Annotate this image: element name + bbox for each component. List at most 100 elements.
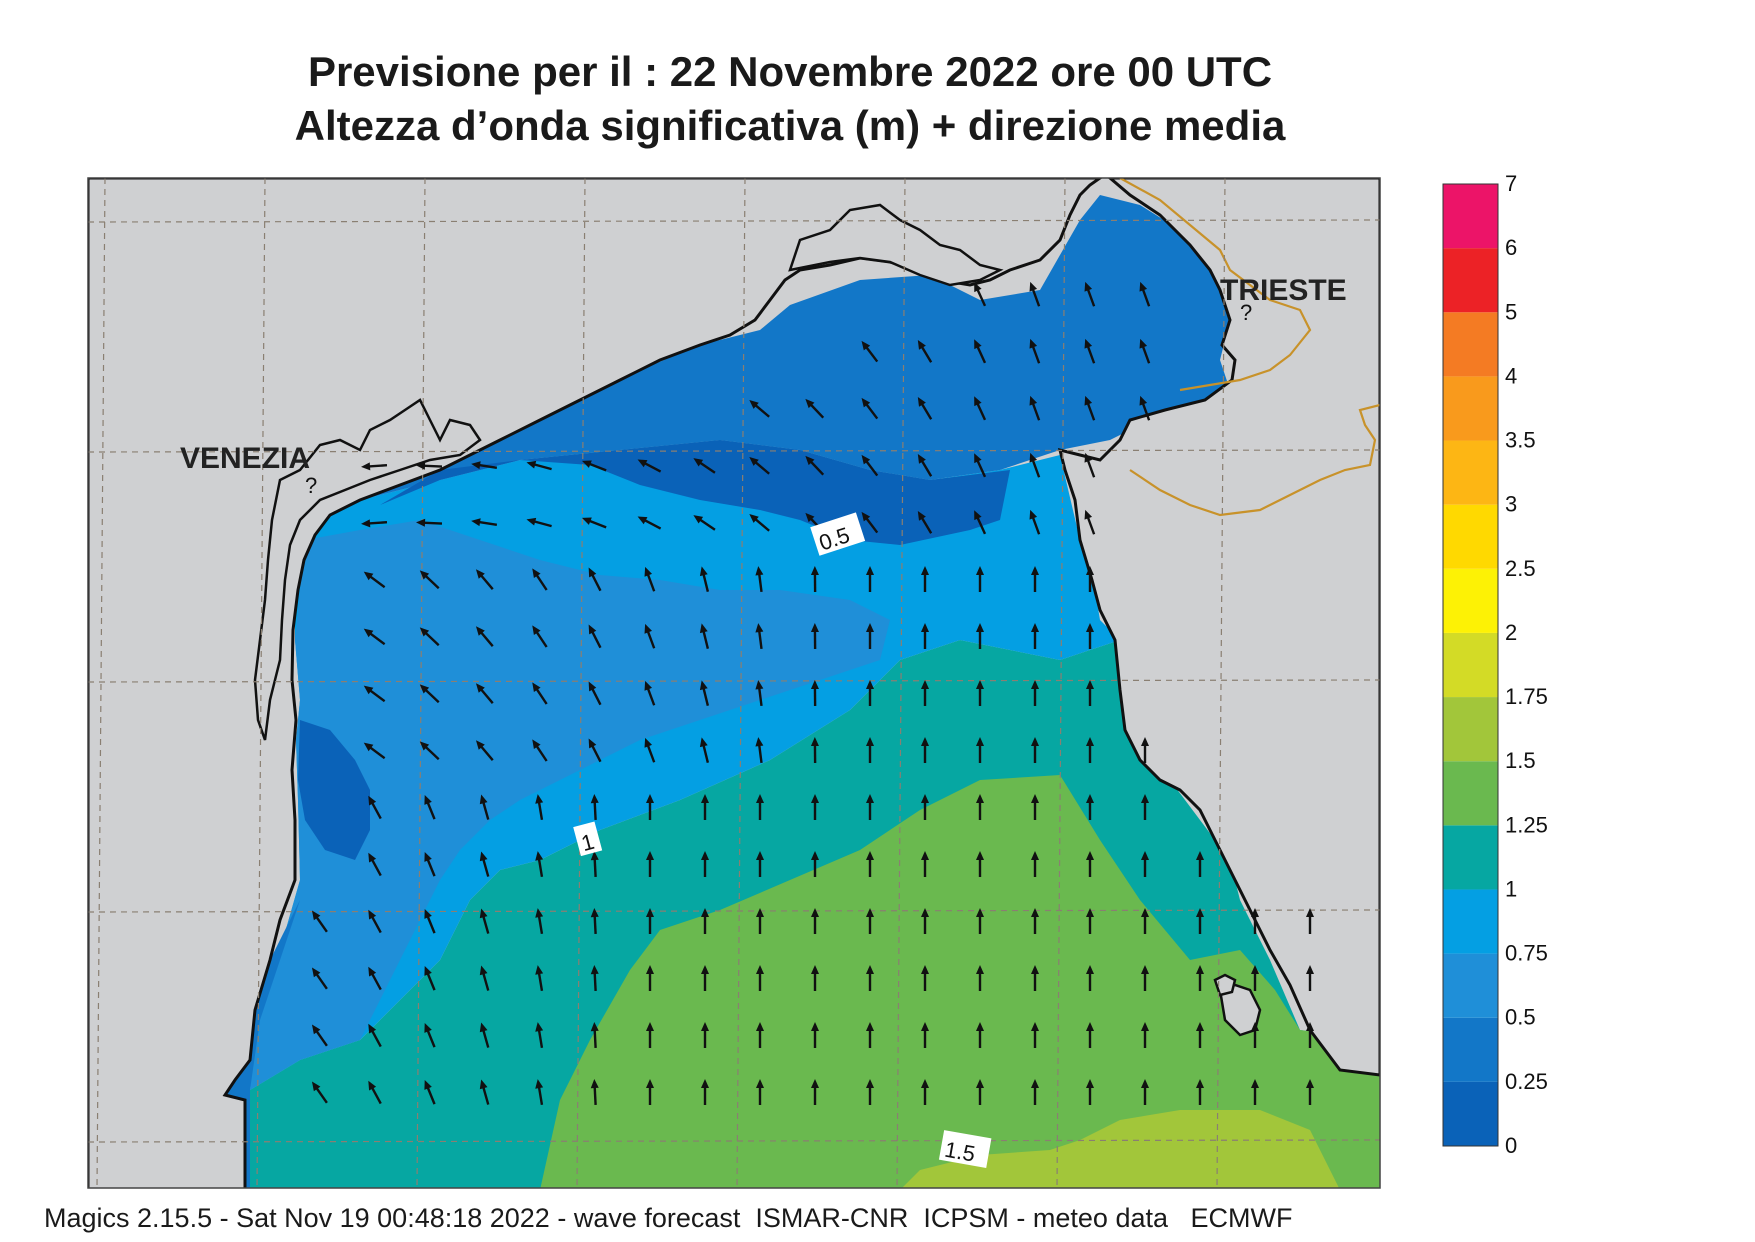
direction-arrow	[1251, 908, 1259, 934]
direction-arrow	[644, 680, 656, 706]
city-label-venezia: VENEZIA	[180, 442, 310, 475]
direction-arrow	[644, 737, 656, 763]
direction-arrow	[1086, 680, 1094, 706]
map-area: ? ?	[88, 178, 1380, 1188]
direction-arrow	[419, 627, 440, 647]
direction-arrow	[590, 908, 599, 935]
direction-arrow	[921, 965, 929, 991]
graticule-meridian	[736, 178, 746, 1188]
map-subtitle: Altezza d’onda significativa (m) + direz…	[294, 102, 1286, 149]
footer-credits: Magics 2.15.5 - Sat Nov 19 00:48:18 2022…	[44, 1203, 1293, 1233]
direction-arrow	[921, 851, 929, 877]
land-west	[88, 178, 1103, 1188]
direction-arrow	[588, 681, 602, 706]
direction-arrow	[866, 794, 874, 820]
direction-arrow	[1196, 908, 1204, 934]
colorbar-swatch	[1443, 1081, 1498, 1146]
direction-arrow	[1084, 338, 1096, 364]
direction-arrow	[363, 628, 386, 646]
direction-arrow	[861, 511, 879, 534]
direction-arrow	[1139, 338, 1151, 364]
direction-arrow	[1031, 794, 1039, 820]
direction-arrow	[866, 680, 874, 706]
direction-arrow	[866, 965, 874, 991]
direction-arrow	[479, 908, 490, 934]
direction-arrow	[976, 566, 984, 592]
direction-arrow	[866, 566, 874, 592]
direction-arrow	[532, 682, 548, 705]
direction-arrow	[590, 1022, 599, 1049]
direction-arrow	[921, 566, 929, 592]
direction-arrow	[419, 684, 440, 704]
direction-arrow	[699, 566, 710, 592]
graticule-meridian	[896, 178, 906, 1188]
direction-arrow	[976, 908, 984, 934]
colorbar-swatch	[1443, 1017, 1498, 1082]
direction-arrow	[475, 569, 494, 590]
direction-arrow	[311, 1024, 328, 1047]
direction-arrow	[535, 908, 544, 935]
colorbar-label: 7	[1505, 171, 1517, 196]
direction-arrow	[368, 1080, 382, 1105]
direction-arrow	[1196, 851, 1204, 877]
direction-arrow	[535, 851, 544, 878]
national-border	[1119, 178, 1380, 517]
direction-arrow	[811, 1022, 819, 1048]
direction-arrow	[976, 1022, 984, 1048]
direction-arrow	[917, 453, 933, 477]
direction-arrow	[1139, 395, 1151, 421]
direction-arrow	[590, 851, 599, 878]
direction-arrow	[693, 515, 716, 531]
colorbar-label: 1.5	[1505, 748, 1536, 773]
direction-arrow	[917, 339, 933, 363]
colorbar-swatch	[1443, 376, 1498, 441]
direction-arrow	[535, 1079, 544, 1106]
direction-arrow	[1086, 623, 1094, 649]
direction-arrow	[363, 571, 386, 589]
direction-arrow	[475, 740, 494, 761]
colorbar-label: 3.5	[1505, 428, 1536, 453]
direction-arrow	[1086, 737, 1094, 763]
direction-arrow	[368, 966, 382, 991]
wave-zone-025-05-north	[320, 195, 1230, 515]
direction-arrow	[590, 794, 599, 821]
direction-arrow	[811, 1079, 819, 1105]
colorbar-swatch	[1443, 697, 1498, 762]
direction-arrow	[475, 626, 494, 647]
direction-arrow	[1031, 965, 1039, 991]
colorbar-label: 1.25	[1505, 812, 1548, 837]
graticule-meridian	[576, 178, 586, 1188]
direction-arrow	[866, 908, 874, 934]
direction-arrow	[1031, 680, 1039, 706]
colorbar-swatch	[1443, 184, 1498, 249]
direction-arrow	[479, 794, 490, 820]
direction-arrow	[479, 1079, 490, 1105]
direction-arrow	[311, 967, 328, 990]
direction-arrow	[749, 456, 770, 475]
colorbar-label: 1	[1505, 876, 1517, 901]
direction-arrow	[693, 458, 716, 474]
direction-arrow	[1251, 1079, 1259, 1105]
direction-arrow	[1086, 1079, 1094, 1105]
colorbar-label: 0.25	[1505, 1069, 1548, 1094]
direction-arrow	[419, 570, 440, 590]
direction-arrow	[475, 683, 494, 704]
direction-arrow	[416, 518, 443, 527]
direction-arrow	[1086, 908, 1094, 934]
direction-arrow	[749, 513, 770, 532]
direction-arrow	[479, 965, 490, 991]
map-title: Previsione per il : 22 Novembre 2022 ore…	[307, 48, 1273, 95]
direction-arrow	[921, 737, 929, 763]
direction-arrow	[811, 794, 819, 820]
direction-arrow	[637, 516, 662, 530]
direction-arrow	[479, 851, 490, 877]
direction-arrow	[921, 794, 929, 820]
direction-arrow	[1031, 566, 1039, 592]
direction-arrow	[755, 680, 764, 707]
direction-arrow	[811, 965, 819, 991]
direction-arrow	[1031, 1022, 1039, 1048]
colorbar: 0 0.25 0.5 0.75 1 1.25 1.5 1.75 2 2.5 3 3.5 4 5 6 7	[1442, 171, 1548, 1158]
direction-arrow	[974, 396, 987, 421]
colorbar-swatch	[1443, 568, 1498, 633]
